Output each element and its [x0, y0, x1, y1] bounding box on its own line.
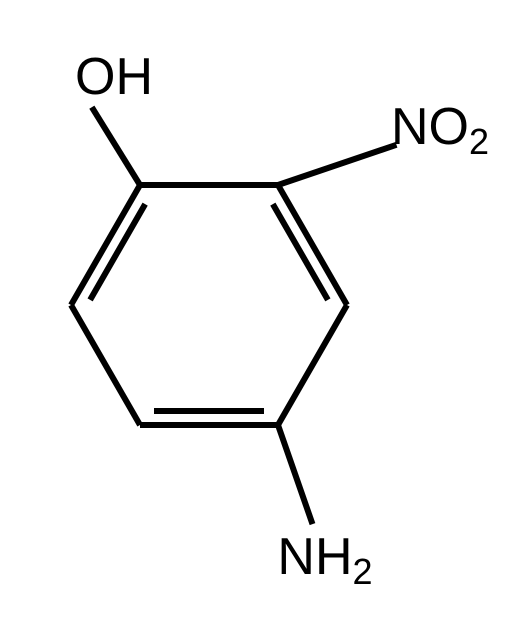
atom-label-oh: OH: [75, 48, 153, 106]
atom-label-nh2: NH2: [277, 528, 372, 592]
molecule-diagram: OH NO2 NH2: [0, 0, 507, 640]
atom-label-no2: NO2: [391, 98, 489, 162]
bond-line: [71, 185, 140, 305]
bond-line: [92, 107, 140, 185]
bond-line: [278, 145, 396, 185]
bond-line: [71, 305, 140, 425]
bond-line: [278, 305, 347, 425]
bond-line: [278, 425, 313, 524]
bond-line: [278, 185, 347, 305]
